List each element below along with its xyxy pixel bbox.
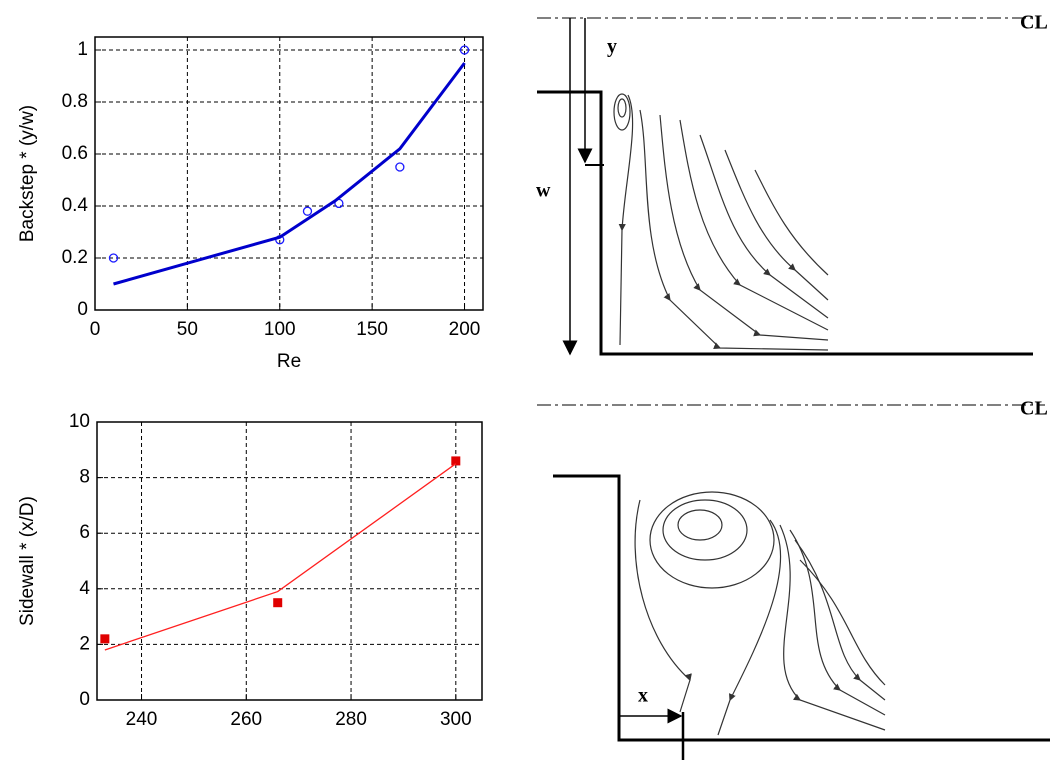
y-tick-label: 0 — [79, 689, 90, 710]
data-point — [451, 456, 461, 466]
fit-line — [113, 62, 466, 286]
plot-area — [97, 422, 482, 700]
data-point — [108, 253, 119, 263]
y-label: y — [607, 36, 617, 58]
y-tick-label: 4 — [79, 578, 90, 599]
x-label: x — [638, 685, 648, 707]
y-tick-label: 1 — [77, 39, 88, 60]
top-diagram: CL y w — [536, 12, 1048, 356]
y-axis-label: Backstep * (y/w) — [17, 105, 38, 242]
y-tick-label: 0.4 — [62, 195, 89, 216]
y-tick-label: 0.8 — [62, 91, 88, 112]
x-tick-label: 260 — [230, 709, 262, 730]
y-tick-label: 8 — [79, 467, 90, 488]
streamlines — [634, 491, 886, 736]
plot-frame — [94, 36, 484, 311]
x-tick-label: 240 — [126, 709, 158, 730]
plot-area — [95, 37, 483, 310]
data-point — [459, 45, 470, 55]
bottom-diagram: CL x — [537, 398, 1050, 760]
centerline-label: CL — [1020, 398, 1048, 420]
wall — [553, 474, 1050, 742]
x-axis-label: Re — [277, 351, 301, 372]
data-point — [273, 598, 283, 608]
centerline-label: CL — [1020, 12, 1048, 34]
y-tick-label: 2 — [79, 633, 90, 654]
y-tick-label: 10 — [69, 411, 90, 432]
x-tick-label: 0 — [90, 319, 101, 340]
y-axis-label: Sidewall * (x/D) — [17, 496, 38, 626]
y-tick-label: 6 — [79, 522, 90, 543]
data-point — [302, 206, 313, 216]
streamlines — [613, 93, 829, 351]
x-tick-label: 150 — [356, 319, 388, 340]
plot-frame — [96, 421, 483, 701]
w-label: w — [536, 180, 551, 202]
fit-line — [104, 463, 457, 651]
x-tick-label: 50 — [177, 319, 198, 340]
x-tick-label: 100 — [264, 319, 296, 340]
x-tick-label: 200 — [449, 319, 481, 340]
data-point — [395, 162, 405, 172]
x-tick-label: 300 — [440, 709, 472, 730]
x-tick-label: 280 — [335, 709, 367, 730]
wall — [537, 90, 1033, 356]
y-tick-label: 0.2 — [62, 247, 88, 268]
y-tick-label: 0.6 — [62, 143, 88, 164]
y-tick-label: 0 — [77, 299, 88, 320]
data-point — [100, 634, 110, 644]
